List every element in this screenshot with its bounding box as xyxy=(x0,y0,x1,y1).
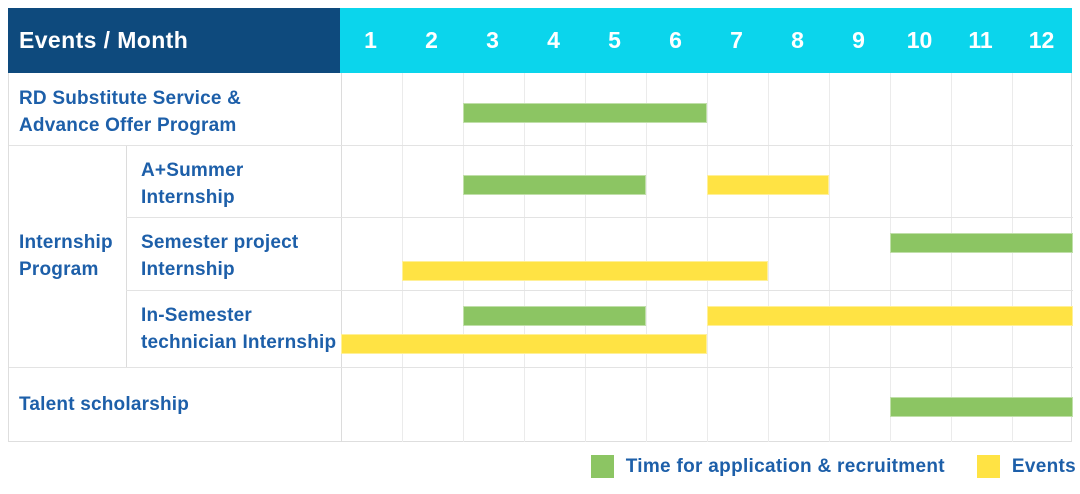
grid-line-vertical xyxy=(646,73,647,442)
event-bar-months-1-to-6 xyxy=(341,334,707,354)
month-header-4: 4 xyxy=(547,27,560,53)
legend-item-event: Events xyxy=(976,455,1076,478)
month-header-5: 5 xyxy=(608,27,621,53)
grid-line-horizontal xyxy=(9,145,1073,146)
grid-line-vertical xyxy=(126,145,127,367)
month-header-row: 1 2 3 4 5 6 7 8 9 10 11 12 xyxy=(340,8,1072,73)
row-label-rd-substitute-service: RD Substitute Service & Advance Offer Pro… xyxy=(19,88,242,136)
grid-line-vertical xyxy=(707,73,708,442)
legend-label-application: Time for application & recruitment xyxy=(625,455,945,477)
grid-line-vertical xyxy=(402,73,403,442)
grid-line-vertical xyxy=(1012,73,1013,442)
event-legend-swatch xyxy=(976,455,1000,478)
grid-line-vertical xyxy=(890,73,891,442)
month-header-10: 10 xyxy=(906,27,933,53)
legend: Time for application & recruitment Events xyxy=(590,455,1076,478)
legend-label-event: Events xyxy=(1011,455,1076,477)
grid-line-horizontal xyxy=(126,290,1073,291)
month-header-1: 1 xyxy=(364,27,377,53)
month-header-7: 7 xyxy=(730,27,743,53)
event-bar-months-7-to-12 xyxy=(707,306,1073,326)
grid-line-vertical xyxy=(524,73,525,442)
grid-line-horizontal xyxy=(126,217,1073,218)
application-bar-months-10-to-12 xyxy=(890,233,1073,253)
row-label-a-plus-summer-internship: A+Summer Internship xyxy=(141,160,244,208)
month-header-2: 2 xyxy=(425,27,438,53)
grid-line-vertical xyxy=(585,73,586,442)
grid-line-vertical xyxy=(951,73,952,442)
row-label-semester-project-internship: Semester project Internship xyxy=(141,232,299,280)
application-bar-months-10-to-12 xyxy=(890,397,1073,417)
grid-line-vertical xyxy=(768,73,769,442)
grid-line-vertical xyxy=(341,73,342,442)
legend-item-application: Time for application & recruitment xyxy=(590,455,945,478)
month-header-12: 12 xyxy=(1028,27,1055,53)
table-title: Events / Month xyxy=(8,8,340,73)
events-month-schedule-chart: Events / Month 1 2 3 4 5 6 7 8 9 10 11 12 Internshi… xyxy=(8,8,1073,442)
month-header-3: 3 xyxy=(486,27,499,53)
group-label-internship-program: Internship Program xyxy=(19,232,113,280)
month-header-8: 8 xyxy=(791,27,804,53)
application-legend-swatch xyxy=(590,455,614,478)
event-bar-months-7-to-8 xyxy=(707,175,829,195)
grid-line-horizontal xyxy=(9,367,1073,368)
grid-line-vertical xyxy=(463,73,464,442)
application-bar-months-3-to-6 xyxy=(463,103,707,123)
month-header-11: 11 xyxy=(968,27,993,53)
application-bar-months-3-to-5 xyxy=(463,306,646,326)
row-label-talent-scholarship: Talent scholarship xyxy=(19,394,190,415)
schedule-grid: Internship Program RD Substitute Service &… xyxy=(8,73,1073,442)
application-bar-months-3-to-5 xyxy=(463,175,646,195)
row-label-in-semester-technician-internship: In-Semester technician Internship xyxy=(141,305,337,353)
month-header-9: 9 xyxy=(852,27,865,53)
table-header-row: Events / Month 1 2 3 4 5 6 7 8 9 10 11 12 xyxy=(8,8,1072,73)
month-header-6: 6 xyxy=(669,27,682,53)
event-bar-months-2-to-7 xyxy=(402,261,768,281)
grid-line-vertical xyxy=(829,73,830,442)
